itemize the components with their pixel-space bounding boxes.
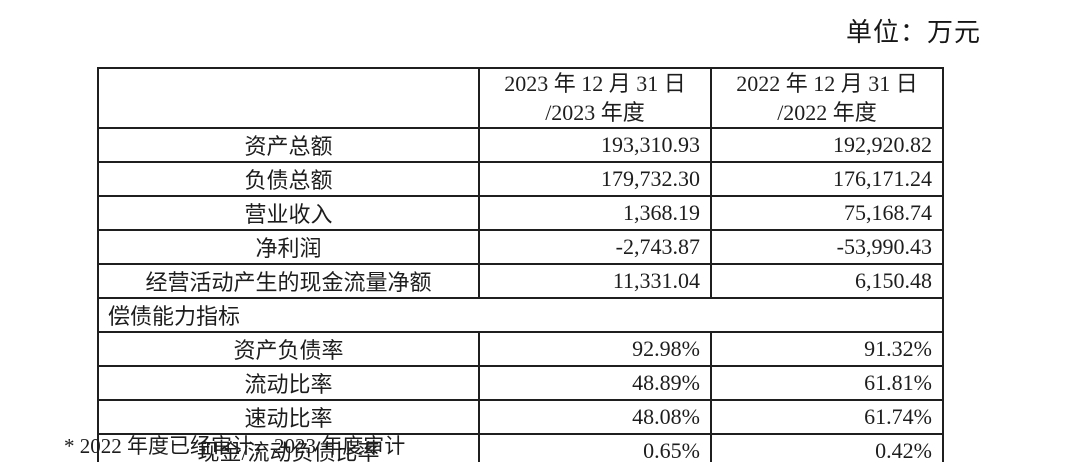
value-2023: 92.98% [478,331,712,367]
column-header-2022-line1: 2022 年 12 月 31 日 [736,71,918,96]
value-2022: -53,990.43 [710,229,944,265]
table-row-net-profit: 净利润 -2,743.87 -53,990.43 [97,229,944,265]
value-2023: 11,331.04 [478,263,712,299]
value-2022: 6,150.48 [710,263,944,299]
value-2022: 91.32% [710,331,944,367]
table-row-cash-current-liability-ratio: 现金/流动负债比率 0.65% 0.42% [97,433,944,462]
financial-table: 2023 年 12 月 31 日 /2023 年度 2022 年 12 月 31… [97,67,944,462]
value-2022: 176,171.24 [710,161,944,197]
column-header-2023-line2: /2023 年度 [545,100,645,125]
column-header-2022: 2022 年 12 月 31 日 /2022 年度 [710,67,944,129]
column-header-2023-line1: 2023 年 12 月 31 日 [504,71,686,96]
value-2022: 192,920.82 [710,127,944,163]
table-row-operating-revenue: 营业收入 1,368.19 75,168.74 [97,195,944,231]
value-2023: 0.65% [478,433,712,462]
column-header-2023: 2023 年 12 月 31 日 /2023 年度 [478,67,712,129]
row-label: 流动比率 [97,365,480,401]
unit-label: 单位：万元 [845,18,981,47]
row-label: 负债总额 [97,161,480,197]
row-label: 速动比率 [97,399,480,435]
row-label: 经营活动产生的现金流量净额 [97,263,480,299]
value-2023: 1,368.19 [478,195,712,231]
table-row-section-solvency: 偿债能力指标 [97,297,944,333]
table-row-operating-cash-flow: 经营活动产生的现金流量净额 11,331.04 6,150.48 [97,263,944,299]
value-2023: -2,743.87 [478,229,712,265]
row-label: 营业收入 [97,195,480,231]
section-header-label: 偿债能力指标 [97,297,944,333]
row-label: 资产总额 [97,127,480,163]
audit-footnote: * 2022 年度已经审计，2023 年度审计 [64,434,406,458]
corner-cell-empty [97,67,480,129]
table-row-total-assets: 资产总额 193,310.93 192,920.82 [97,127,944,163]
header-row: 2023 年 12 月 31 日 /2023 年度 2022 年 12 月 31… [97,67,944,129]
value-2023: 193,310.93 [478,127,712,163]
value-2023: 48.89% [478,365,712,401]
value-2022: 61.74% [710,399,944,435]
value-2023: 48.08% [478,399,712,435]
value-2022: 61.81% [710,365,944,401]
value-2022: 75,168.74 [710,195,944,231]
row-label: 资产负债率 [97,331,480,367]
table-row-debt-asset-ratio: 资产负债率 92.98% 91.32% [97,331,944,367]
table-row-quick-ratio: 速动比率 48.08% 61.74% [97,399,944,435]
table-row-total-liabilities: 负债总额 179,732.30 176,171.24 [97,161,944,197]
row-label: 现金/流动负债比率 [97,433,480,462]
value-2022: 0.42% [710,433,944,462]
value-2023: 179,732.30 [478,161,712,197]
row-label: 净利润 [97,229,480,265]
column-header-2022-line2: /2022 年度 [777,100,877,125]
table-row-current-ratio: 流动比率 48.89% 61.81% [97,365,944,401]
